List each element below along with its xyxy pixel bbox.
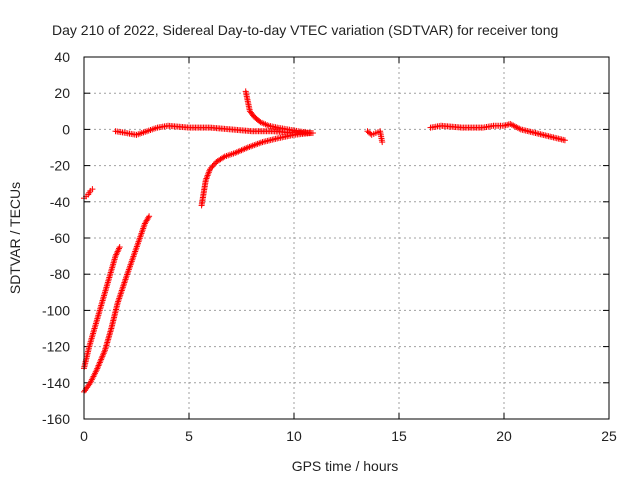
x-tick-label: 10 [286,428,302,444]
data-point [116,293,123,300]
data-point [118,289,125,296]
y-tick-label: 40 [54,49,70,65]
y-tick-label: -60 [50,230,70,246]
x-axis-label: GPS time / hours [292,458,399,474]
y-tick-label: -80 [50,266,70,282]
y-tick-label: -20 [50,158,70,174]
data-point [379,139,386,146]
data-point [121,279,128,286]
x-tick-label: 25 [601,428,617,444]
series-early-short [81,186,96,202]
grid-lines [84,57,609,419]
axis-ticks: 0 5 10 15 20 25 -160 -140 -120 -100 -80 -60 -40 -20 0 2… [42,49,617,444]
data-point [309,130,316,137]
x-tick-label: 5 [185,428,193,444]
plot-frame [83,56,610,420]
y-tick-label: -40 [50,194,70,210]
data-point [145,214,152,221]
series-steep-rise-1 [81,244,123,372]
data-points [81,88,568,395]
x-tick-label: 0 [80,428,88,444]
data-point [146,213,153,220]
x-tick-label: 20 [496,428,512,444]
y-tick-label: 0 [62,121,70,137]
series-gap-cluster [364,128,386,146]
series-main-band [112,122,316,138]
data-point [116,244,123,251]
data-point [115,296,122,303]
y-tick-label: -100 [42,302,70,318]
y-tick-label: -120 [42,339,70,355]
data-point [116,295,123,302]
data-point [561,137,568,144]
data-point [117,292,124,299]
data-point [119,285,126,292]
y-tick-label: -140 [42,375,70,391]
y-tick-label: 20 [54,85,70,101]
data-point [208,164,215,171]
data-point [220,154,227,161]
data-point [114,300,121,307]
data-point [118,287,125,294]
chart-title: Day 210 of 2022, Sidereal Day-to-day VTE… [52,22,558,38]
series-recovery [198,130,314,209]
data-point [89,186,96,193]
data-point [120,281,127,288]
data-point [209,163,216,170]
series-steep-rise-2 [81,213,153,395]
data-point [119,284,126,291]
x-tick-label: 15 [391,428,407,444]
data-point [115,298,122,305]
series-late-band [427,120,568,144]
data-point [207,166,213,173]
data-point [210,161,217,168]
data-point [117,290,124,297]
data-point [120,282,127,289]
y-tick-label: -160 [42,411,70,427]
y-axis-label: SDTVAR / TECUs [7,182,23,294]
